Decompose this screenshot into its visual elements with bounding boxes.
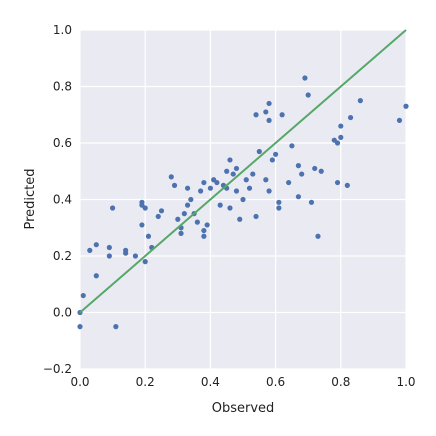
scatter-point: [106, 253, 112, 259]
scatter-point: [243, 177, 249, 183]
x-tick-label: 0.2: [136, 375, 155, 389]
scatter-point: [145, 233, 152, 239]
scatter-point: [266, 100, 272, 107]
scatter-point: [123, 247, 129, 253]
scatter-point: [246, 185, 253, 191]
scatter-point: [263, 177, 269, 183]
scatter-point: [240, 196, 246, 203]
scatter-point: [201, 227, 207, 234]
scatter-point: [113, 324, 119, 330]
x-tick-label: 0.8: [331, 375, 350, 389]
x-tick-label: 0.4: [201, 375, 220, 389]
scatter-point: [214, 179, 220, 186]
y-tick-label: 0.4: [53, 193, 72, 207]
scatter-point: [158, 208, 165, 214]
y-axis-label: Predicted: [23, 168, 38, 229]
scatter-point: [93, 273, 99, 279]
scatter-point: [227, 205, 233, 211]
scatter-point: [253, 112, 259, 118]
scatter-point: [276, 205, 282, 211]
scatter-point: [315, 233, 321, 239]
x-tick-labels: 0.0 0.2 0.4 0.6 0.8 1.0: [70, 375, 415, 389]
scatter-point: [338, 134, 344, 140]
scatter-point: [279, 112, 285, 118]
scatter-point: [312, 165, 318, 172]
scatter-point: [403, 103, 409, 109]
scatter-point: [93, 242, 99, 248]
scatter-point: [273, 151, 279, 157]
scatter-point: [110, 205, 116, 211]
scatter-point: [80, 292, 86, 299]
scatter-point: [269, 157, 275, 163]
scatter-point: [266, 117, 272, 123]
scatter-point: [184, 202, 191, 208]
scatter-point: [266, 188, 272, 194]
scatter-point: [250, 171, 256, 177]
y-tick-label: 0.8: [53, 80, 72, 94]
scatter-point: [230, 171, 236, 177]
scatter-point: [396, 117, 403, 123]
scatter-point: [106, 244, 112, 251]
scatter-point: [276, 199, 282, 205]
scatter-points: [77, 75, 409, 330]
y-tick-labels: −0.2 0.0 0.2 0.4 0.6 0.8 1.0: [43, 23, 72, 376]
scatter-point: [194, 219, 200, 225]
scatter-point: [299, 171, 305, 177]
scatter-point: [233, 188, 240, 194]
scatter-point: [286, 179, 292, 186]
scatter-point: [334, 179, 341, 186]
fit-line: [79, 29, 407, 314]
scatter-point: [302, 75, 308, 81]
scatter-point: [178, 230, 184, 236]
scatter-point: [289, 143, 295, 149]
scatter-point: [142, 205, 148, 211]
scatter-point: [181, 211, 187, 217]
scatter-point: [184, 185, 191, 191]
scatter-point: [139, 222, 145, 228]
scatter-point: [253, 213, 259, 220]
scatter-point: [224, 168, 230, 174]
scatter-point: [171, 182, 178, 188]
y-tick-label: 0.0: [53, 306, 72, 320]
scatter-point: [237, 216, 243, 222]
scatter-point: [233, 165, 240, 172]
y-tick-label: 0.6: [53, 136, 72, 150]
scatter-point: [344, 182, 350, 188]
scatter-point: [256, 148, 262, 155]
scatter-point: [87, 247, 93, 253]
scatter-point: [347, 114, 354, 121]
y-tick-label: 0.2: [53, 249, 72, 263]
scatter-point: [357, 98, 363, 104]
scatter-point: [217, 202, 223, 208]
x-tick-label: 1.0: [396, 375, 415, 389]
x-axis-label: Observed: [212, 401, 275, 416]
x-tick-label: 0.6: [266, 375, 285, 389]
scatter-point: [198, 188, 204, 194]
scatter-point: [338, 123, 344, 129]
scatter-point: [175, 216, 181, 222]
scatter-point: [295, 163, 302, 169]
x-tick-label: 0.0: [70, 375, 89, 389]
scatter-point: [77, 324, 83, 330]
scatter-point: [227, 157, 233, 163]
scatter-point: [188, 196, 194, 203]
scatter-point: [207, 185, 213, 191]
y-tick-label: 1.0: [53, 23, 72, 37]
scatter-point: [295, 194, 302, 200]
scatter-point: [308, 199, 315, 205]
scatter-point: [201, 179, 207, 186]
scatter-point: [139, 199, 145, 205]
scatter-point: [204, 222, 210, 228]
scatter-point: [155, 213, 161, 220]
scatter-point: [201, 233, 207, 239]
scatter-point: [305, 92, 311, 98]
scatter-point: [318, 168, 324, 174]
scatter-point: [142, 259, 148, 265]
scatter-point: [132, 253, 139, 259]
scatter-point: [263, 109, 269, 115]
y-tick-label: −0.2: [43, 362, 72, 376]
scatter-point: [168, 174, 174, 180]
scatter-point: [334, 140, 341, 146]
